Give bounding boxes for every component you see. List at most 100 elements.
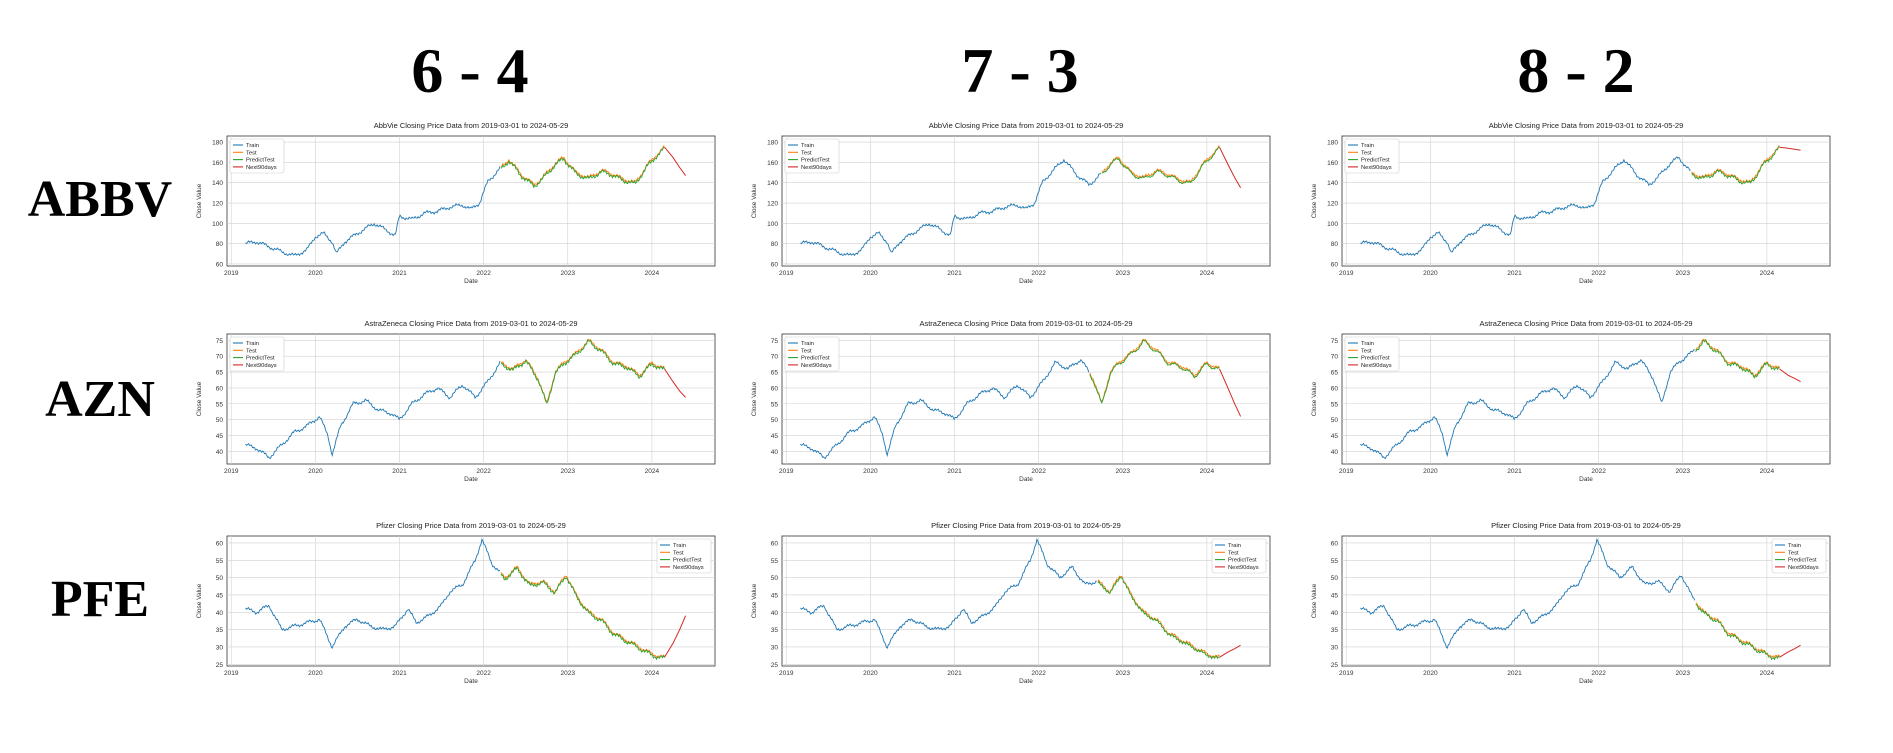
series-train: [800, 358, 1090, 459]
y-tick-label: 80: [771, 241, 779, 248]
column-header-6-4: 6 - 4: [411, 35, 529, 106]
x-tick-label: 2023: [1676, 270, 1691, 277]
chart-pfe-6-4: Pfizer Closing Price Data from 2019-03-0…: [196, 521, 716, 685]
legend-box: [229, 138, 285, 174]
y-tick-label: 60: [771, 540, 779, 547]
y-tick-label: 100: [1327, 221, 1338, 228]
y-tick-label: 55: [771, 558, 779, 565]
y-axis-label: Close Value: [196, 583, 203, 618]
x-tick-label: 2023: [1676, 468, 1691, 475]
series-next90days: [1779, 644, 1801, 658]
y-tick-label: 50: [771, 417, 779, 424]
x-tick-label: 2019: [224, 670, 239, 677]
y-tick-label: 140: [212, 180, 223, 187]
y-tick-label: 60: [1331, 385, 1339, 392]
series-next90days: [1779, 146, 1801, 151]
series-next90days: [1219, 146, 1242, 189]
x-tick-label: 2023: [561, 468, 576, 475]
legend-next90days-label: Next90days: [1361, 165, 1392, 171]
y-tick-label: 70: [216, 354, 224, 361]
y-tick-label: 45: [771, 592, 779, 599]
y-tick-label: 120: [212, 201, 223, 208]
series-train: [1360, 156, 1691, 257]
chart-pfe-7-3: Pfizer Closing Price Data from 2019-03-0…: [751, 521, 1271, 685]
series-test: [500, 145, 665, 187]
x-tick-label: 2020: [863, 468, 878, 475]
x-tick-label: 2021: [1507, 670, 1522, 677]
y-tick-label: 55: [216, 558, 224, 565]
series-predict-test: [1691, 146, 1780, 185]
y-tick-label: 70: [1331, 354, 1339, 361]
y-tick-label: 25: [1331, 662, 1339, 669]
series-predict-test: [500, 339, 665, 404]
plot-area: [1341, 135, 1831, 267]
plot-area: [1341, 535, 1831, 667]
x-tick-label: 2021: [1507, 270, 1522, 277]
y-tick-label: 160: [1327, 160, 1338, 167]
row-header-abbv: ABBV: [27, 171, 173, 228]
x-tick-label: 2023: [1676, 670, 1691, 677]
x-tick-label: 2019: [1339, 670, 1354, 677]
y-axis-label: Close Value: [751, 583, 758, 618]
legend-train-label: Train: [673, 543, 686, 549]
legend-box: [1771, 538, 1827, 574]
y-tick-label: 55: [216, 401, 224, 408]
x-tick-label: 2020: [308, 468, 323, 475]
x-tick-label: 2024: [1760, 670, 1775, 677]
legend-box: [229, 336, 285, 372]
y-tick-label: 160: [212, 160, 223, 167]
series-test: [1089, 338, 1220, 403]
x-tick-label: 2024: [1200, 670, 1215, 677]
x-tick-label: 2021: [392, 670, 407, 677]
legend-predicttest-label: PredictTest: [801, 356, 830, 362]
series-train: [245, 166, 501, 257]
chart-abbv-6-4: AbbVie Closing Price Data from 2019-03-0…: [196, 121, 716, 285]
x-tick-label: 2020: [1423, 670, 1438, 677]
legend-train-label: Train: [1361, 143, 1374, 149]
x-tick-label: 2024: [645, 670, 660, 677]
series-train: [1360, 537, 1696, 649]
column-header-7-3: 7 - 3: [961, 35, 1079, 106]
x-tick-label: 2021: [1507, 468, 1522, 475]
x-tick-label: 2019: [779, 670, 794, 677]
series-predict-test: [500, 566, 665, 661]
x-tick-label: 2023: [1116, 468, 1131, 475]
x-tick-label: 2020: [308, 670, 323, 677]
x-tick-label: 2022: [476, 670, 491, 677]
plot-area: [781, 535, 1271, 667]
x-tick-label: 2024: [645, 468, 660, 475]
legend-next90days-label: Next90days: [801, 165, 832, 171]
x-tick-label: 2022: [476, 270, 491, 277]
y-tick-label: 55: [1331, 558, 1339, 565]
chart-title: AbbVie Closing Price Data from 2019-03-0…: [1489, 121, 1684, 130]
series-test: [500, 565, 665, 659]
x-tick-label: 2024: [1760, 468, 1775, 475]
x-axis-label: Date: [464, 278, 478, 285]
chart-azn-7-3: AstraZeneca Closing Price Data from 2019…: [751, 319, 1271, 483]
series-train: [800, 537, 1097, 649]
y-tick-label: 55: [1331, 401, 1339, 408]
series-train: [245, 360, 501, 459]
x-tick-label: 2023: [561, 270, 576, 277]
x-tick-label: 2020: [863, 270, 878, 277]
y-tick-label: 50: [216, 575, 224, 582]
legend-train-label: Train: [246, 143, 259, 149]
y-tick-label: 140: [1327, 180, 1338, 187]
y-tick-label: 35: [771, 627, 779, 634]
legend-predicttest-label: PredictTest: [1228, 558, 1257, 564]
x-tick-label: 2021: [947, 670, 962, 677]
y-tick-label: 40: [216, 610, 224, 617]
legend-predicttest-label: PredictTest: [246, 356, 275, 362]
x-tick-label: 2019: [224, 270, 239, 277]
y-tick-label: 65: [1331, 370, 1339, 377]
legend-test-label: Test: [801, 348, 812, 354]
plot-area: [226, 535, 716, 667]
row-header-azn: AZN: [45, 371, 155, 428]
y-tick-label: 75: [216, 338, 224, 345]
series-predict-test: [1097, 576, 1220, 660]
y-tick-label: 25: [771, 662, 779, 669]
x-tick-label: 2019: [779, 468, 794, 475]
y-tick-label: 75: [1331, 338, 1339, 345]
legend-test-label: Test: [246, 150, 257, 156]
legend-next90days-label: Next90days: [1228, 565, 1259, 571]
